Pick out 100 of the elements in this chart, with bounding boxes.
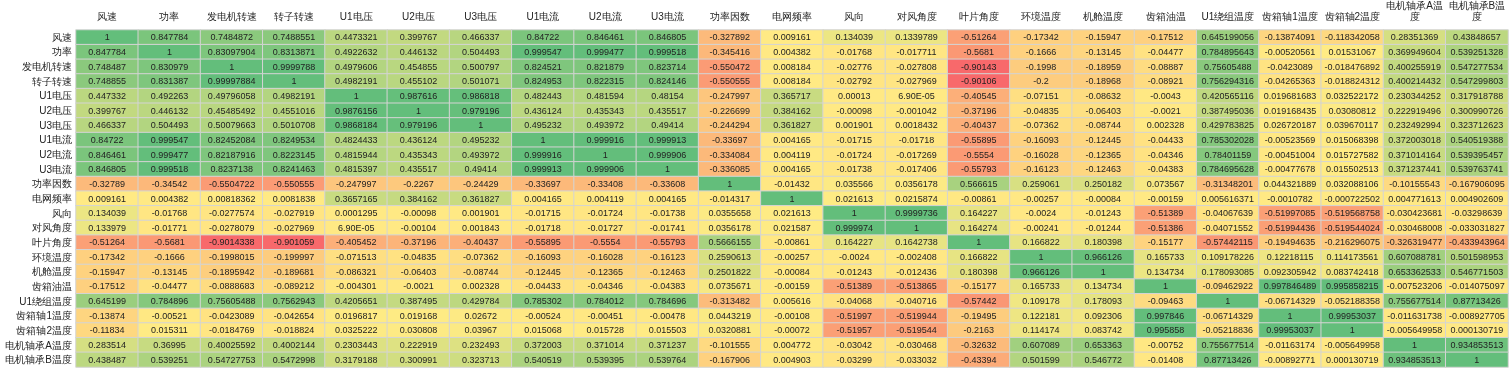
x-tick-label: 转子转速 xyxy=(273,11,314,22)
data-label: -0.16028 xyxy=(587,252,623,263)
data-label: -0.01715 xyxy=(836,134,873,145)
data-label: -0.2163 xyxy=(963,325,995,336)
data-label: -0.00084 xyxy=(1085,193,1122,204)
data-label: 0.504493 xyxy=(461,46,500,57)
data-label: 0.784895643 xyxy=(1201,46,1255,57)
data-label: -0.16093 xyxy=(1023,134,1059,145)
data-label: -0.0278079 xyxy=(208,222,255,233)
data-label: 0.823714 xyxy=(648,61,687,72)
x-tick-label: U3电压 xyxy=(464,11,498,22)
data-label: -0.51389 xyxy=(1147,208,1184,219)
x-tick-label: 环境温度 xyxy=(1021,11,1062,22)
data-label: -0.00098 xyxy=(836,105,873,116)
data-label: 0.015727582 xyxy=(1326,149,1379,160)
data-label: -0.33697 xyxy=(711,134,748,145)
data-label: 0.87713426 xyxy=(1204,354,1252,365)
data-label: 0.019168435 xyxy=(1263,105,1317,116)
data-label: 1 xyxy=(976,237,982,248)
data-label: 0.092306 xyxy=(1084,310,1123,321)
data-label: 0.032522172 xyxy=(1326,90,1379,101)
data-label: 1 xyxy=(478,120,484,131)
data-label: 0.429783825 xyxy=(1201,120,1255,131)
data-label: -0.018824312 xyxy=(1324,76,1381,87)
data-label: 0.015068 xyxy=(524,325,562,336)
data-label: -0.00861 xyxy=(961,193,997,204)
data-label: 0.12218115 xyxy=(1266,252,1314,263)
data-label: 0.259061 xyxy=(1022,178,1060,189)
data-label: -0.01718 xyxy=(525,222,561,233)
data-label: 0.99953037 xyxy=(1328,310,1377,321)
data-label: 0.109178226 xyxy=(1201,252,1255,263)
data-label: -0.13145 xyxy=(151,266,188,277)
data-label: -0.03042 xyxy=(836,340,873,351)
data-label: 0.7562943 xyxy=(272,296,316,307)
data-label: 0.645199 xyxy=(88,296,126,307)
data-label: 0.0443219 xyxy=(708,310,752,321)
data-label: -0.5554 xyxy=(589,237,621,248)
data-label: 0.283514 xyxy=(88,340,126,351)
data-label: -0.017406 xyxy=(896,164,937,175)
data-label: -0.00257 xyxy=(774,252,810,263)
y-tick-label: 发电机转速 xyxy=(22,61,72,73)
data-label: -0.55895 xyxy=(525,237,561,248)
data-label: -0.04433 xyxy=(525,281,561,292)
data-label: -0.51994436 xyxy=(1264,222,1316,233)
data-label: -0.05218836 xyxy=(1202,325,1254,336)
data-label: 0.986818 xyxy=(461,90,500,101)
data-label: -0.08921 xyxy=(1147,76,1184,87)
data-label: 0.4205651 xyxy=(334,296,378,307)
data-label: -0.16123 xyxy=(649,252,686,263)
y-tick-label: U3电流 xyxy=(39,163,72,175)
data-label: -0.336085 xyxy=(709,164,751,175)
data-label: -0.033031827 xyxy=(1449,222,1505,233)
data-label: 0.015502513 xyxy=(1326,164,1379,175)
data-label: 0.165733 xyxy=(1022,281,1060,292)
x-tick-label: 齿箱轴2温度 xyxy=(1324,11,1381,22)
data-label: -0.00478 xyxy=(649,310,686,321)
y-tick-label: 叶片角度 xyxy=(32,236,72,248)
data-label: -0.519544024 xyxy=(1324,222,1381,233)
y-tick-label: 齿箱轴1温度 xyxy=(16,310,72,322)
data-label: 0.645199056 xyxy=(1201,32,1255,43)
data-label: 0.49796058 xyxy=(207,90,256,101)
data-label: -0.17512 xyxy=(89,281,125,292)
data-label: 0.232493 xyxy=(461,340,500,351)
data-label: 0.455102 xyxy=(399,76,438,87)
data-label: -0.12445 xyxy=(525,266,561,277)
data-label: 0.371014164 xyxy=(1388,149,1441,160)
data-label: -0.07151 xyxy=(1023,90,1059,101)
data-label: -0.24429 xyxy=(462,178,499,189)
data-label: 0.48154 xyxy=(651,90,684,101)
data-label: 0.995858215 xyxy=(1326,281,1379,292)
data-label: -0.101555 xyxy=(709,340,751,351)
data-label: 0.387495036 xyxy=(1201,105,1255,116)
x-tick-label: 电机轴承A温度 xyxy=(1386,0,1443,22)
data-label: -0.04477 xyxy=(151,281,188,292)
data-label: -0.32789 xyxy=(89,178,125,189)
data-label: -0.03299 xyxy=(836,354,873,365)
data-label: -0.57442115 xyxy=(1202,237,1253,248)
data-label: 0.300991 xyxy=(399,354,438,365)
data-label: 0.999913 xyxy=(648,134,687,145)
data-label: 0.447332 xyxy=(88,90,126,101)
data-label: -0.01727 xyxy=(587,222,623,233)
data-label: -0.01771 xyxy=(151,222,188,233)
data-label: -0.00257 xyxy=(1023,193,1059,204)
data-label: -0.13874 xyxy=(89,310,125,321)
data-label: 0.539764 xyxy=(648,354,687,365)
data-label: 0.87713426 xyxy=(1453,296,1501,307)
data-label: -0.513865 xyxy=(896,281,937,292)
data-label: 0.9876156 xyxy=(334,105,378,116)
data-label: 0.846805 xyxy=(88,164,126,175)
data-label: 0.232492994 xyxy=(1388,120,1441,131)
data-label: 0.40025592 xyxy=(207,340,256,351)
data-label: 0.999518 xyxy=(648,46,687,57)
data-label: -0.1998015 xyxy=(208,252,255,263)
data-label: -0.018476892 xyxy=(1324,61,1381,72)
data-label: 0.365717 xyxy=(773,90,811,101)
data-label: 0.436124 xyxy=(399,134,438,145)
y-tick-label: 功率 xyxy=(52,46,72,58)
data-label: -0.027808 xyxy=(896,61,937,72)
data-label: 0.539395457 xyxy=(1450,149,1504,160)
data-label: -0.550555 xyxy=(709,76,751,87)
